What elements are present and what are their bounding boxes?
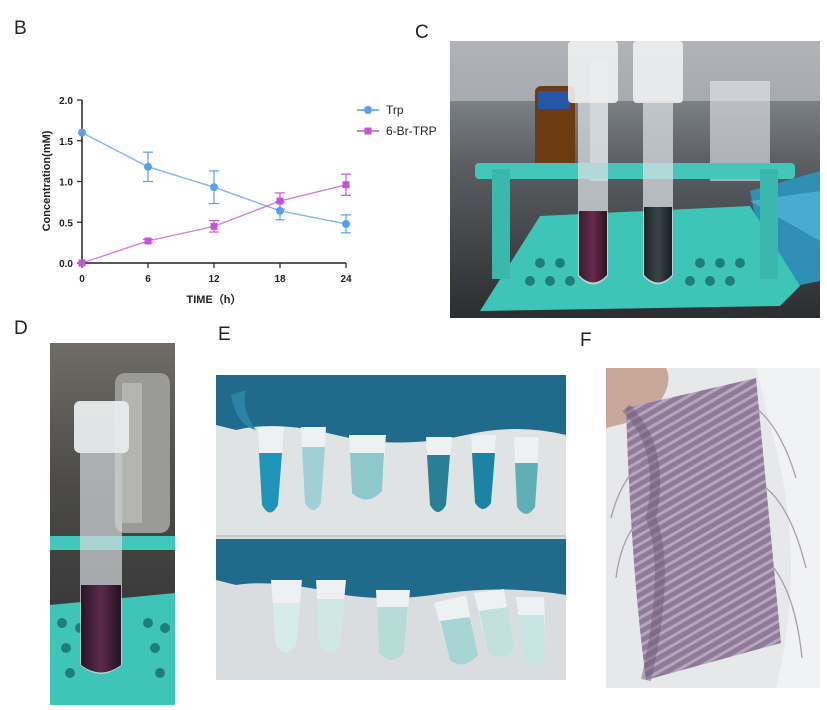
y-tick-label: 0.0 xyxy=(59,259,73,270)
photo-d-single-tube xyxy=(50,343,175,705)
legend-marker xyxy=(364,106,372,114)
legend-marker xyxy=(364,127,372,135)
data-point xyxy=(210,222,218,230)
y-tick-label: 1.0 xyxy=(59,178,73,189)
legend-label: 6-Br-TRP xyxy=(386,124,437,138)
panel-label-d: D xyxy=(14,318,28,339)
y-axis-label: Concentration(mM) xyxy=(41,130,53,231)
top-row-tubes xyxy=(258,427,539,514)
data-point xyxy=(276,206,284,215)
x-axis-label: TIME（h） xyxy=(187,293,242,306)
data-point xyxy=(210,183,218,192)
x-tick-label: 0 xyxy=(79,274,85,285)
legend-label: Trp xyxy=(386,103,404,117)
bottom-row-tubes xyxy=(271,580,546,665)
data-point xyxy=(342,219,350,228)
data-point xyxy=(78,128,86,137)
y-tick-label: 2.0 xyxy=(59,96,73,107)
error-bars xyxy=(143,151,351,244)
chart-legend: Trp 6-Br-TRP xyxy=(357,103,437,138)
data-point xyxy=(342,181,350,189)
panel-label-c: C xyxy=(415,22,429,43)
x-tick-label: 6 xyxy=(145,274,151,285)
data-point xyxy=(78,259,86,267)
photo-e-microtubes xyxy=(216,375,566,680)
panel-label-e: E xyxy=(218,324,231,345)
x-tick-label: 18 xyxy=(274,274,286,285)
data-point xyxy=(144,162,152,171)
data-point xyxy=(144,237,152,245)
photo-f-dyed-fabric xyxy=(606,368,820,688)
photo-c-tubes-in-rack xyxy=(450,41,820,318)
y-tick-label: 1.5 xyxy=(59,137,73,148)
data-point xyxy=(276,197,284,205)
x-tick-label: 12 xyxy=(208,274,220,285)
y-tick-label: 0.5 xyxy=(59,218,73,229)
panel-label-b: B xyxy=(14,18,27,39)
x-tick-label: 24 xyxy=(340,274,352,285)
concentration-chart: 0 6 12 18 24 0.0 0.5 1.0 1.5 2.0 Trp 6-Br-TRP TIME… xyxy=(41,96,437,306)
panel-label-f: F xyxy=(580,330,592,351)
series-markers xyxy=(78,128,350,267)
